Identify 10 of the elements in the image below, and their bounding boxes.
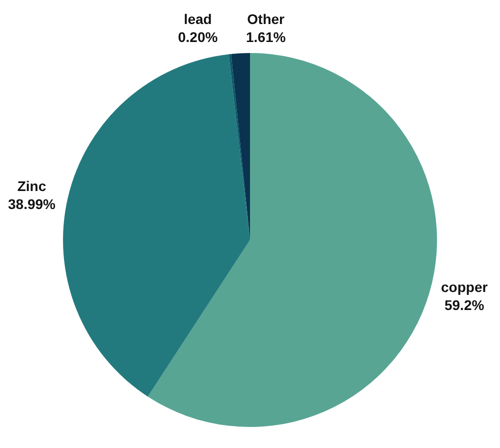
pie-slice — [63, 54, 250, 397]
pie-slice — [148, 53, 437, 427]
slice-label: lead — [184, 11, 212, 27]
slice-label: Other — [247, 11, 286, 27]
data-label: 0.20% — [178, 29, 218, 46]
data-label: 1.61% — [246, 29, 286, 46]
data-label: 59.2% — [444, 297, 485, 314]
data-label: 38.99% — [8, 196, 56, 212]
slice-label: Zinc — [17, 178, 46, 194]
slice-label: copper — [441, 279, 488, 295]
